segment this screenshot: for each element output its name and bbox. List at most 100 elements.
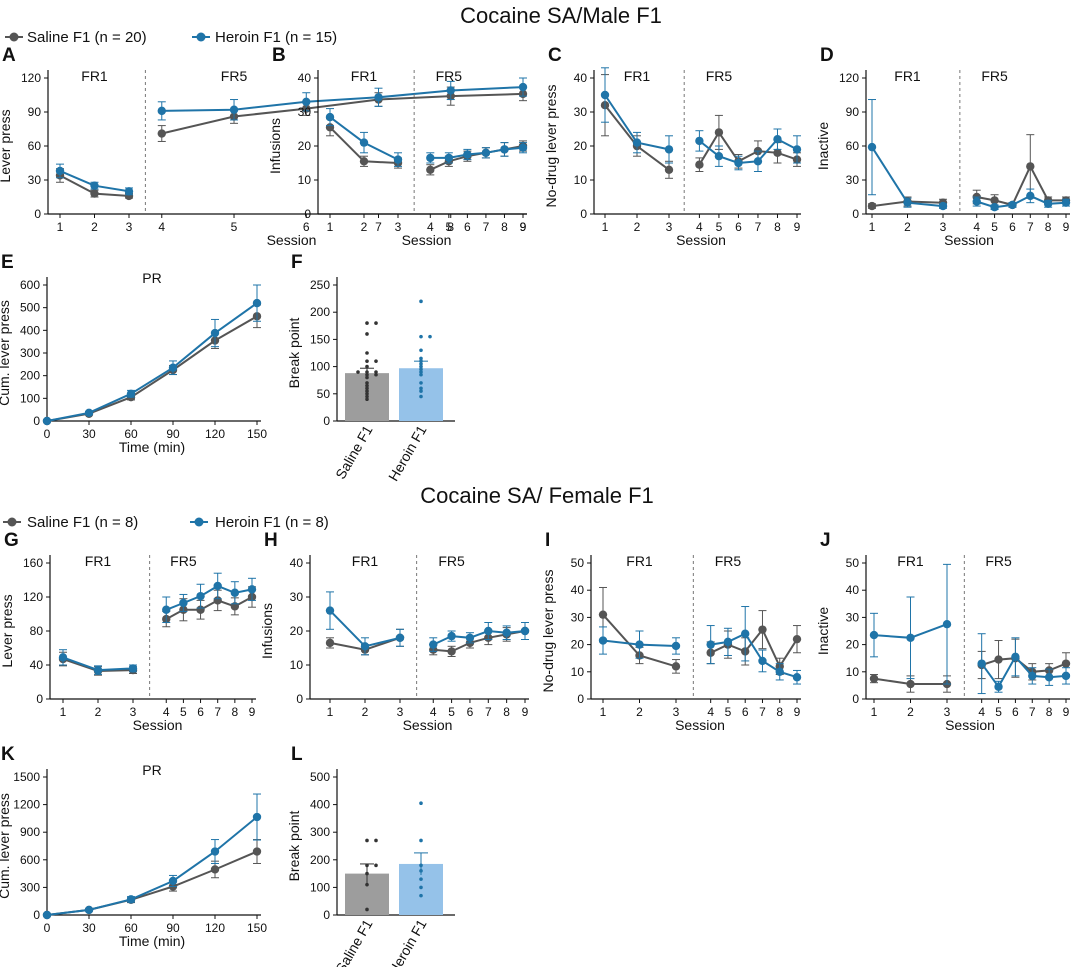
data-point [600,90,610,100]
y-tick-label: 120 [23,590,43,604]
individual-point [365,351,369,355]
x-tick-label: 8 [776,705,783,719]
data-point [447,647,456,656]
panel-letter: C [548,45,562,66]
section-title-male: Cocaine SA/Male F1 [460,3,662,28]
y-tick-label: 100 [310,880,330,894]
phase-label-fr5: FR5 [985,553,1012,569]
data-point [664,165,674,174]
individual-point [365,359,369,363]
y-tick-label: 20 [290,624,304,638]
y-tick-label: 20 [571,638,585,652]
x-axis-label: Session [945,717,995,733]
series-heroin [55,77,528,196]
individual-point [428,334,432,339]
y-tick-label: 0 [852,207,859,221]
data-point [124,187,134,196]
y-tick-label: 90 [28,105,42,119]
series-line [46,302,258,422]
series-heroin [42,793,262,920]
individual-point [419,356,423,361]
y-tick-label: 40 [290,556,304,570]
data-point [252,847,262,856]
data-point [157,129,166,138]
x-tick-label: 4 [163,705,170,719]
y-tick-label: 1200 [13,798,40,812]
data-point [157,106,166,116]
y-tick-label: 40 [574,71,588,85]
data-point [1044,673,1054,682]
series-line [161,92,524,135]
panel-f: F 0 50 100 150 200 250 Break point Saline F1 Hero… [286,252,455,484]
individual-point [419,893,423,898]
y-tick-label: 50 [571,556,585,570]
data-point [775,667,784,676]
panel-d: D 0 30 60 90 120 Inactive 1 2 3 4 5 6 7 8 9 Session FR1 FR… [815,45,1071,248]
y-tick-label: 300 [20,880,40,894]
x-tick-label: 4 [427,220,434,234]
data-point [393,155,403,164]
data-point [906,633,915,642]
x-tick-label: 5 [180,705,187,719]
data-point [325,112,335,122]
panel-g: G 0 40 80 120 160 Lever press 1 2 3 4 5 6 7 8 9 Session F… [0,530,257,733]
data-point [598,610,608,619]
y-tick-label: 30 [290,590,304,604]
phase-label-fr5: FR5 [981,68,1008,84]
data-point [210,865,220,874]
individual-point [419,334,423,339]
data-point [977,659,986,668]
x-tick-label: 3 [673,705,680,719]
x-tick-label: 2 [634,220,641,234]
data-point [395,633,405,642]
y-tick-label: 0 [33,414,40,428]
data-point [1026,191,1035,201]
data-point [723,637,733,647]
data-point [230,588,240,597]
data-point [635,640,644,649]
data-point [598,636,608,645]
data-point [42,910,52,920]
data-point [1011,652,1020,662]
panel-e: E 0 100 200 300 400 500 600 Cum. lever press PR 0 3… [0,252,267,455]
data-point [84,408,94,418]
x-tick-label: 30 [82,921,96,935]
y-axis-label: Inactive [815,607,831,655]
y-tick-label: 10 [290,658,304,672]
data-point [518,143,528,152]
x-tick-label: 1 [327,220,334,234]
data-point [179,598,188,608]
individual-point [365,386,369,391]
x-tick-label: 120 [205,427,225,441]
x-tick-label: 1 [327,705,334,719]
x-tick-label: 3 [126,220,133,234]
data-point [252,812,262,822]
data-point [481,148,491,157]
data-point [162,605,171,614]
individual-point [419,367,423,372]
y-tick-label: 0 [852,692,859,706]
legend-saline-label: Saline F1 (n = 8) [27,514,138,531]
individual-point [365,321,369,325]
y-tick-label: 600 [20,853,40,867]
series-line [698,130,798,166]
x-tick-label: 1 [57,220,64,234]
y-axis-label: Lever press [0,594,15,667]
data-point [773,135,782,144]
x-tick-label: 5 [231,220,238,234]
y-tick-label: 60 [846,139,860,153]
x-axis-label: Session [267,232,317,248]
individual-point [365,381,369,385]
series-heroin [600,67,802,172]
y-tick-label: 200 [310,305,330,319]
y-axis-label: No-drug lever press [540,570,556,693]
y-tick-label: 500 [310,770,330,784]
data-point [1008,200,1017,210]
panel-letter: J [820,530,831,551]
y-tick-label: 30 [571,610,585,624]
panel-letter: L [291,744,303,765]
y-tick-label: 200 [20,369,40,383]
data-point [196,591,205,601]
individual-point [365,375,369,380]
